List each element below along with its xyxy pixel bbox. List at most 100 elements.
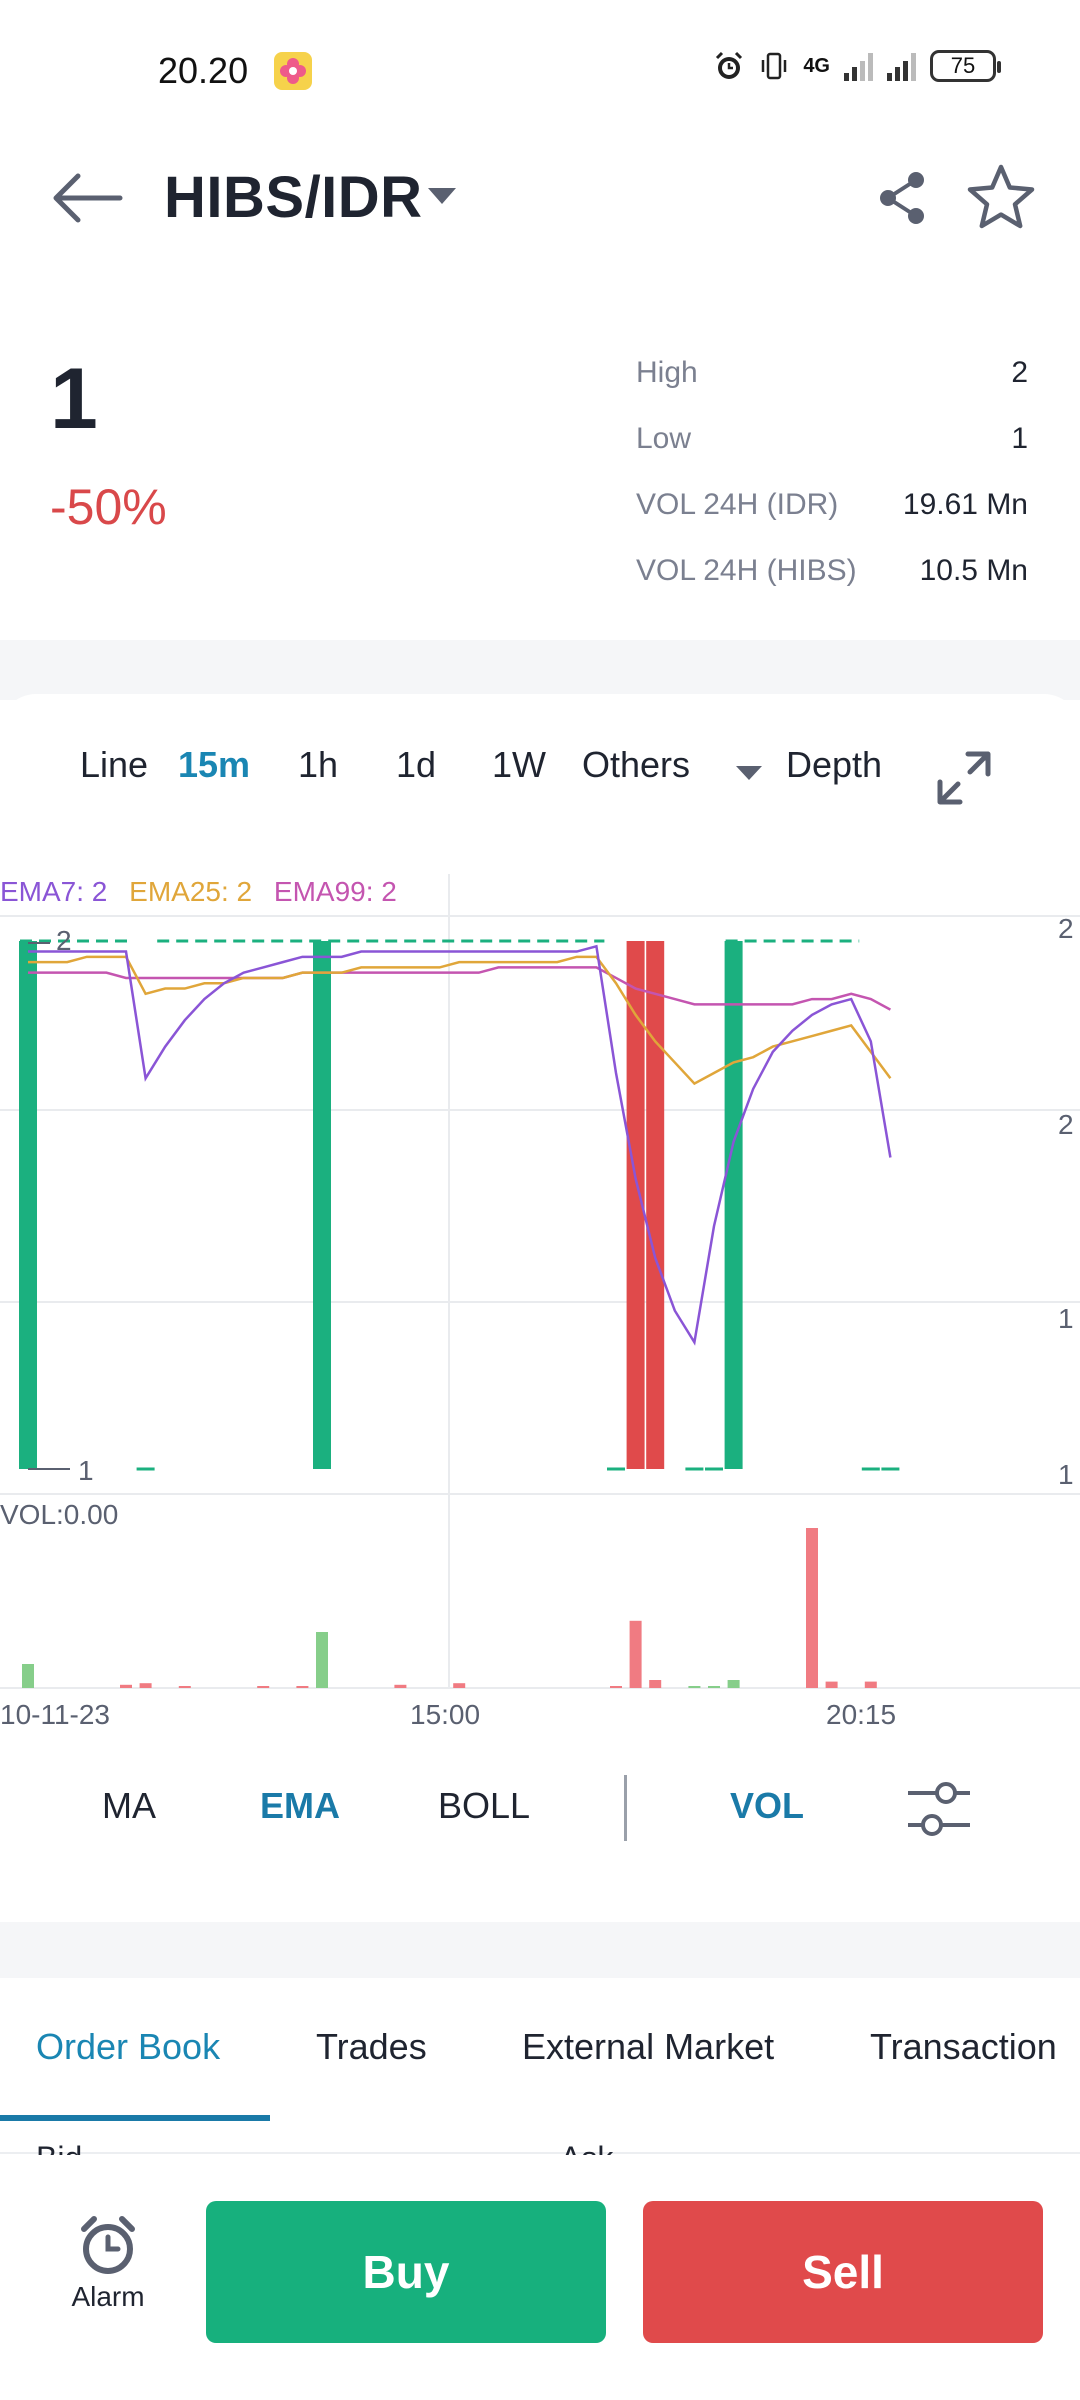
sliders-icon[interactable] — [904, 1777, 974, 1841]
bid-header: Bid — [36, 2140, 83, 2158]
stat-label: VOL 24H (HIBS) — [636, 554, 857, 587]
volume-bar — [825, 1681, 838, 1688]
last-price: 1 — [50, 351, 98, 447]
candle — [313, 941, 331, 1469]
star-icon[interactable] — [966, 162, 1036, 232]
candle-doji — [861, 1467, 880, 1471]
vibrate-icon — [762, 52, 787, 80]
ema7-label: EMA7: 2 — [0, 876, 108, 907]
stat-vol-hibs: VOL 24H (HIBS) 10.5 Mn — [636, 538, 1028, 604]
stat-label: High — [636, 356, 698, 389]
low-marker-label: 1 — [78, 1455, 94, 1486]
ema25-line — [28, 955, 892, 1086]
battery-icon: 75 — [930, 50, 1001, 82]
volume-bar — [394, 1684, 407, 1688]
tf-depth[interactable]: Depth — [786, 744, 883, 785]
tab-external-market[interactable]: External Market — [522, 2026, 775, 2067]
stat-low: Low 1 — [636, 406, 1028, 472]
price-chart[interactable]: 2 2 1 1 10-11-23 15:00 20:15 VOL:0.00 2 1 — [0, 694, 1080, 1754]
alarm-clock-icon — [716, 51, 743, 79]
sell-button[interactable]: Sell — [643, 2201, 1043, 2343]
volume-bar — [688, 1686, 701, 1688]
price-change: -50% — [50, 479, 167, 535]
volume-bar — [139, 1683, 152, 1688]
indicator-vol[interactable]: VOL — [730, 1785, 805, 1826]
stat-value: 10.5 Mn — [919, 554, 1028, 587]
buy-button[interactable]: Buy — [206, 2201, 606, 2343]
volume-label: VOL:0.00 — [0, 1499, 118, 1530]
candle — [646, 941, 665, 1469]
volume-bar — [610, 1686, 622, 1688]
header: HIBS/IDR — [0, 140, 1080, 255]
tab-order-book[interactable]: Order Book — [36, 2026, 221, 2067]
share-icon[interactable] — [876, 170, 930, 226]
status-bar: 20.20 4G 75 — [0, 0, 1080, 140]
expand-icon[interactable] — [936, 750, 992, 806]
active-tab-indicator — [0, 2115, 270, 2121]
tf-line[interactable]: Line — [80, 744, 149, 785]
bottom-action-bar: Alarm Buy Sell — [0, 2155, 1080, 2400]
high-marker-label: 2 — [56, 925, 72, 956]
signal-icon — [844, 51, 873, 81]
ask-header: Ask — [560, 2140, 614, 2158]
candle — [19, 941, 37, 1469]
right-axis-tick: 2 — [1058, 913, 1074, 944]
volume-bar — [120, 1684, 132, 1688]
tf-1d[interactable]: 1d — [396, 744, 437, 785]
ticker-stats: High 2 Low 1 VOL 24H (IDR) 19.61 Mn VOL … — [636, 340, 1028, 604]
status-icons: 4G 75 — [713, 50, 1001, 82]
volume-bar — [22, 1664, 34, 1688]
candle-doji — [685, 1467, 704, 1471]
volume-bar — [296, 1686, 309, 1688]
volume-bar — [629, 1620, 642, 1688]
stat-vol-idr: VOL 24H (IDR) 19.61 Mn — [636, 472, 1028, 538]
indicator-ma[interactable]: MA — [102, 1785, 156, 1826]
ema7-line — [28, 944, 892, 1346]
ema25-label: EMA25: 2 — [129, 876, 253, 907]
volume-bar — [708, 1686, 720, 1688]
volume-bar — [178, 1686, 191, 1688]
tab-trades[interactable]: Trades — [316, 2026, 427, 2067]
ema-legend: EMA7: 2 EMA25: 2 EMA99: 2 — [0, 876, 411, 908]
volume-bar — [316, 1632, 328, 1688]
candle-doji — [607, 1467, 625, 1471]
indicator-boll[interactable]: BOLL — [438, 1785, 531, 1826]
candle — [724, 941, 743, 1469]
right-axis-tick: 1 — [1058, 1459, 1074, 1490]
candle-doji — [705, 1467, 723, 1471]
signal-icon-2 — [887, 51, 916, 81]
pair-title[interactable]: HIBS/IDR — [164, 165, 423, 230]
timeframe-bar: Line 15m 1h 1d 1W Others Depth — [0, 744, 1080, 824]
flower-app-icon — [274, 52, 312, 90]
chevron-down-icon[interactable] — [428, 188, 456, 204]
alarm-button[interactable]: Alarm — [56, 2215, 160, 2313]
candle — [626, 941, 645, 1469]
volume-bar — [806, 1528, 818, 1688]
tf-15m[interactable]: 15m — [178, 744, 251, 785]
tf-others[interactable]: Others — [582, 744, 691, 785]
candle-doji — [136, 1467, 155, 1471]
network-type: 4G — [803, 54, 830, 77]
volume-bar — [453, 1683, 466, 1688]
stat-high: High 2 — [636, 340, 1028, 406]
right-axis-tick: 1 — [1058, 1303, 1074, 1334]
right-axis-tick: 2 — [1058, 1109, 1074, 1140]
x-axis-tick: 15:00 — [410, 1699, 480, 1730]
volume-bar — [257, 1686, 270, 1688]
volume-bar — [649, 1680, 662, 1688]
stat-value: 2 — [1011, 356, 1028, 389]
chevron-down-icon[interactable] — [736, 766, 762, 780]
candle-doji — [881, 1467, 900, 1471]
volume-bar — [727, 1680, 740, 1688]
indicator-bar: MA EMA BOLL VOL — [0, 1749, 1080, 1869]
volume-bar — [864, 1681, 877, 1688]
indicator-ema[interactable]: EMA — [260, 1785, 340, 1826]
back-arrow-icon[interactable] — [48, 168, 124, 228]
detail-tabs: Order Book Trades External Market Transa… — [0, 1978, 1080, 2122]
tf-1h[interactable]: 1h — [298, 744, 339, 785]
tf-1w[interactable]: 1W — [492, 744, 546, 785]
indicator-divider — [624, 1775, 627, 1841]
tabs-divider — [0, 2152, 1080, 2154]
tab-transaction[interactable]: Transaction — [870, 2026, 1057, 2067]
section-separator — [0, 1922, 1080, 1978]
